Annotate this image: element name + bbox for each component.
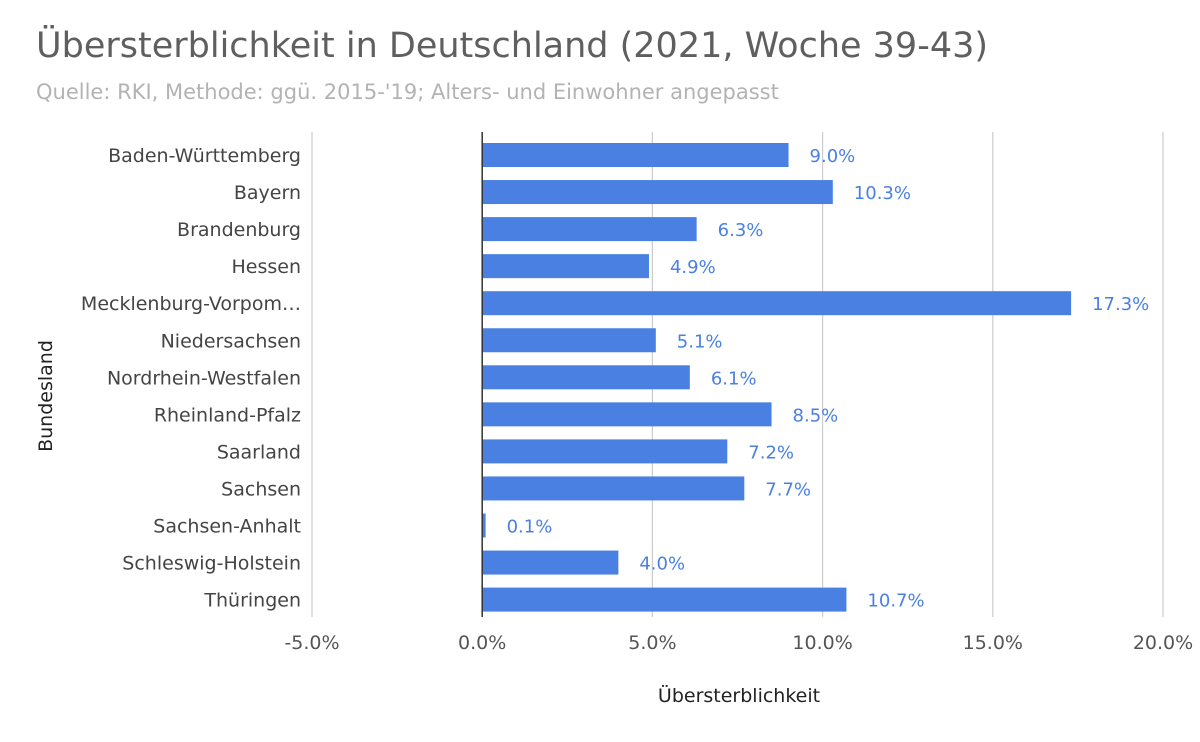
bar [482,217,697,242]
category-label: Sachsen-Anhalt [153,516,301,538]
data-label: 6.3% [718,220,764,241]
data-label: 8.5% [793,405,839,426]
category-label: Nordrhein-Westfalen [107,367,301,389]
data-label: 10.3% [854,183,911,204]
category-label: Schleswig-Holstein [122,553,301,575]
category-label: Brandenburg [177,219,301,241]
data-label: 4.9% [670,257,716,278]
data-label: 4.0% [639,554,685,575]
chart-subtitle: Quelle: RKI, Methode: ggü. 2015-'19; Alt… [36,80,779,104]
data-label: 7.2% [748,442,794,463]
data-label: 17.3% [1092,294,1149,315]
category-label: Niedersachsen [161,330,301,352]
bar [482,476,745,501]
x-axis-title: Übersterblichkeit [658,684,820,707]
bar [482,291,1072,316]
category-label: Rheinland-Pfalz [154,404,301,426]
x-tick-label: 5.0% [628,632,676,654]
bar [482,328,656,353]
data-label: 6.1% [711,368,757,389]
category-label: Hessen [231,256,301,278]
bar [482,180,833,205]
category-label: Mecklenburg-Vorpom… [81,293,301,315]
y-axis-title: Bundesland [35,340,57,452]
category-label: Sachsen [221,478,301,500]
data-label: 7.7% [765,479,811,500]
x-tick-label: 0.0% [458,632,506,654]
data-label: 5.1% [677,331,723,352]
chart-title: Übersterblichkeit in Deutschland (2021, … [36,26,989,66]
bar [482,402,772,427]
bar [482,550,619,575]
x-tick-label: 15.0% [963,632,1023,654]
category-label: Baden-Württemberg [108,145,301,167]
data-label: 9.0% [810,146,856,167]
bar [482,513,486,538]
bar [482,254,649,279]
bar [482,143,789,167]
x-tick-label: 10.0% [792,632,852,654]
bar [482,439,728,464]
category-label: Saarland [217,441,301,463]
x-tick-label: -5.0% [284,632,339,654]
x-tick-label: 20.0% [1133,632,1193,654]
bar [482,587,847,612]
category-label: Thüringen [203,590,301,612]
data-label: 0.1% [507,517,553,538]
data-label: 10.7% [867,591,924,612]
category-label: Bayern [234,182,301,204]
bar [482,365,690,390]
